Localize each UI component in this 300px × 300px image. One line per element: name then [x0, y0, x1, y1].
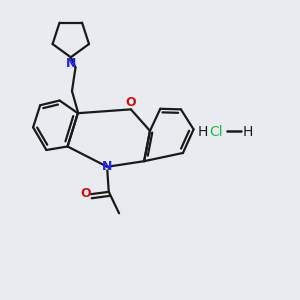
Text: N: N — [66, 57, 76, 70]
Text: Cl: Cl — [209, 125, 223, 139]
Text: N: N — [102, 160, 112, 173]
Text: H: H — [243, 125, 253, 139]
Text: O: O — [125, 95, 136, 109]
Text: H: H — [198, 125, 208, 139]
Text: O: O — [80, 187, 91, 200]
